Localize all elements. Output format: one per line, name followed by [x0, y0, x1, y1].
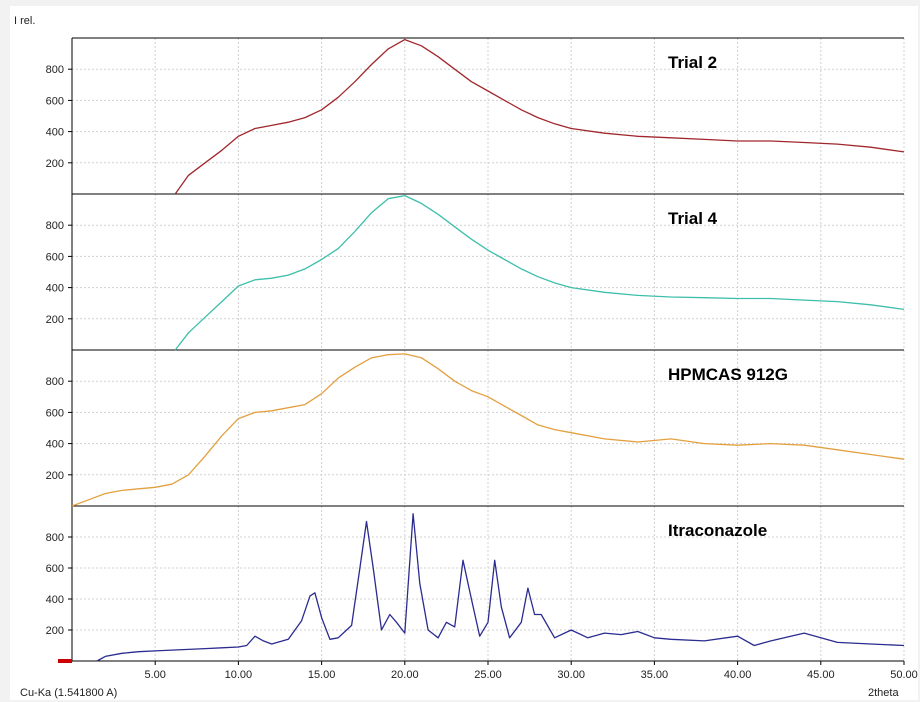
x-tick-label: 10.00: [225, 669, 253, 681]
series-label: HPMCAS 912G: [668, 365, 788, 384]
series-label: Trial 2: [668, 53, 717, 72]
y-tick-label: 400: [46, 594, 64, 606]
series-line-trial-2: [174, 38, 905, 195]
y-tick-label: 800: [46, 64, 64, 76]
source-label: Cu-Ka (1.541800 A): [20, 687, 117, 699]
y-tick-label: 600: [46, 407, 64, 419]
y-tick-label: 200: [46, 625, 64, 637]
x-tick-label: 35.00: [641, 669, 669, 681]
series-label: Itraconazole: [668, 521, 767, 540]
y-tick-label: 400: [46, 283, 64, 295]
series-line-itraconazole: [96, 513, 905, 662]
y-tick-label: 800: [46, 376, 64, 388]
y-tick-label: 200: [46, 470, 64, 482]
x-tick-label: 40.00: [724, 669, 752, 681]
x-tick-label: 15.00: [308, 669, 336, 681]
x-tick-label: 50.00: [890, 669, 918, 681]
y-tick-label: 600: [46, 95, 64, 107]
x-tick-label: 25.00: [474, 669, 502, 681]
y-axis-label: I rel.: [14, 15, 35, 27]
series-label: Trial 4: [668, 209, 718, 228]
y-tick-label: 800: [46, 532, 64, 544]
y-tick-label: 600: [46, 251, 64, 263]
origin-marker: [58, 659, 72, 663]
series-line-hpmcas-912g: [71, 353, 905, 507]
y-tick-label: 400: [46, 127, 64, 139]
x-tick-label: 30.00: [557, 669, 585, 681]
x-tick-label: 45.00: [807, 669, 835, 681]
y-tick-label: 800: [46, 220, 64, 232]
y-tick-label: 600: [46, 563, 64, 575]
y-tick-label: 400: [46, 439, 64, 451]
x-axis-label: 2theta: [868, 687, 899, 699]
x-tick-label: 20.00: [391, 669, 419, 681]
x-tick-label: 5.00: [144, 669, 165, 681]
y-tick-label: 200: [46, 158, 64, 170]
series-line-trial-4: [174, 194, 905, 351]
y-tick-label: 200: [46, 314, 64, 326]
